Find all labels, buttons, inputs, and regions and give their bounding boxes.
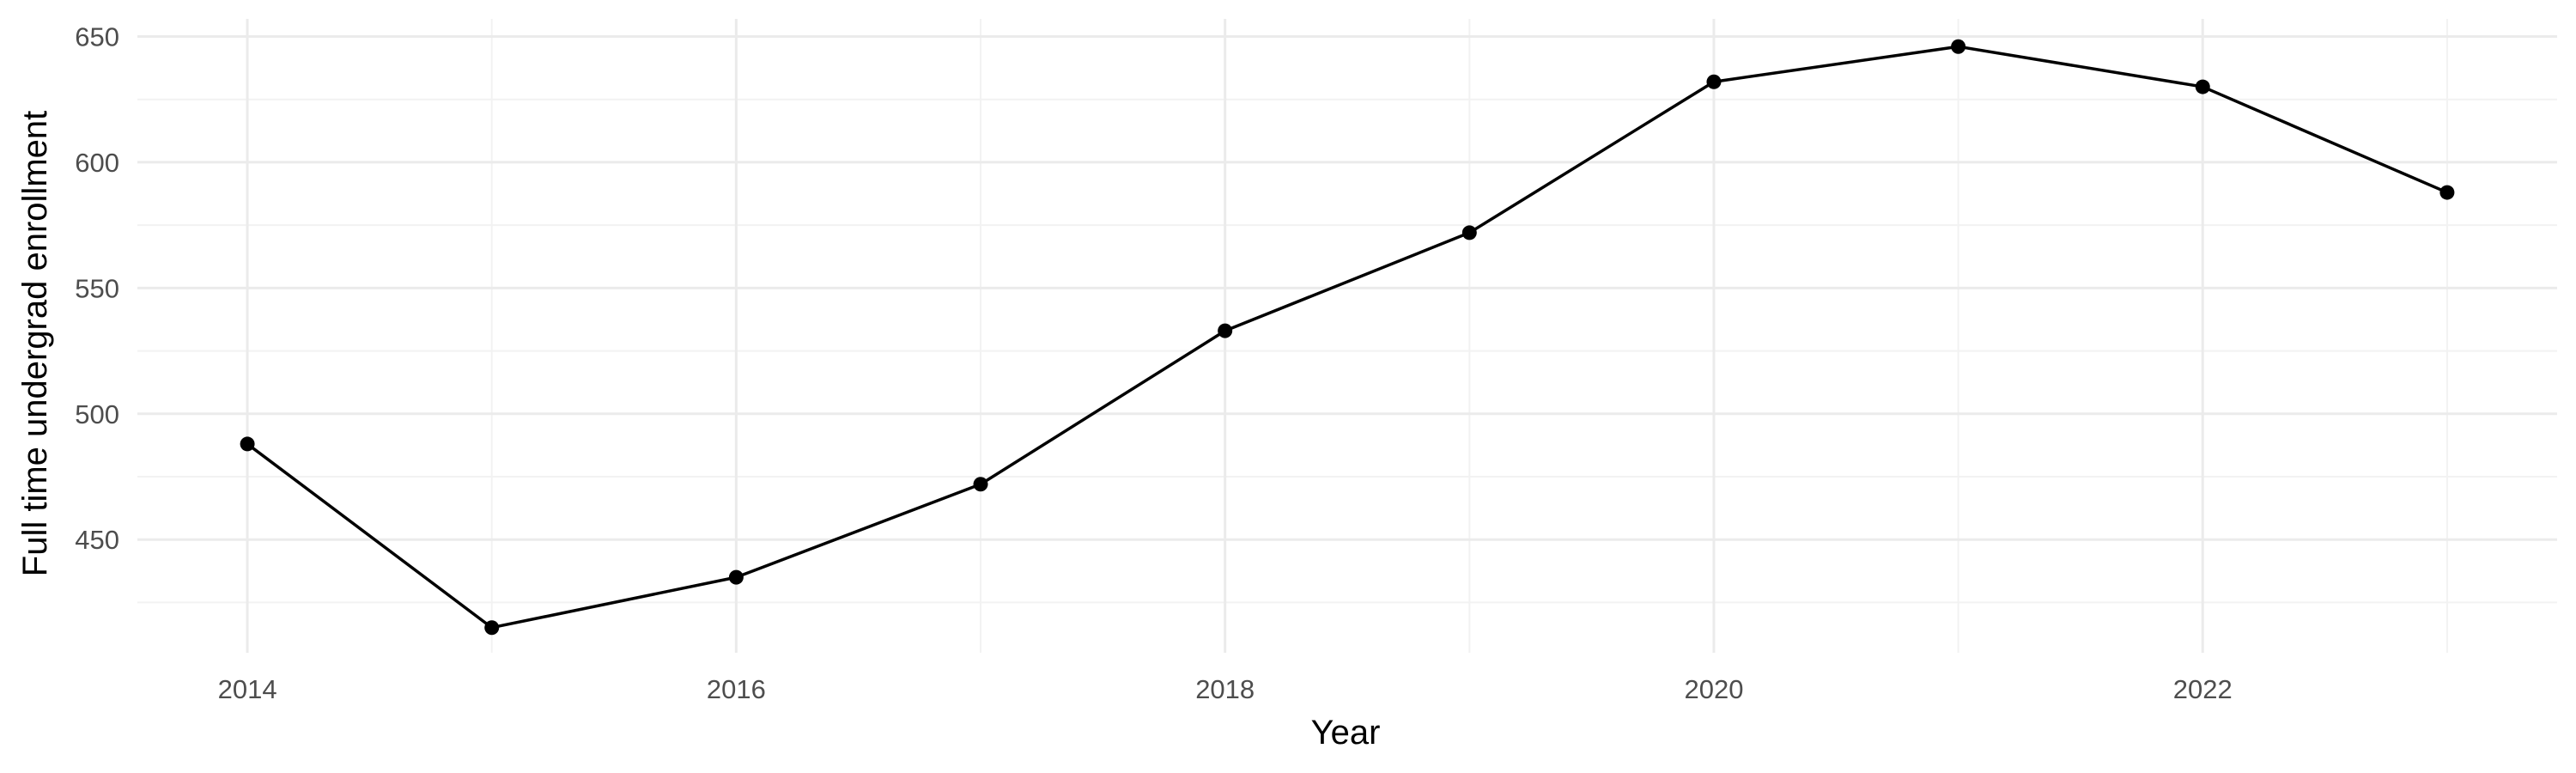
x-tick-label: 2020 bbox=[1684, 674, 1743, 704]
data-point bbox=[2195, 79, 2210, 94]
x-tick-label: 2014 bbox=[218, 674, 277, 704]
data-point bbox=[2439, 185, 2455, 200]
data-point bbox=[728, 569, 744, 585]
y-tick-label: 500 bbox=[75, 399, 119, 429]
y-tick-label: 450 bbox=[75, 525, 119, 555]
y-tick-label: 600 bbox=[75, 148, 119, 178]
x-tick-label: 2016 bbox=[707, 674, 766, 704]
data-point bbox=[1218, 323, 1233, 338]
y-axis-ticks: 450 500 550 600 650 bbox=[75, 22, 119, 556]
data-point bbox=[973, 477, 988, 492]
y-tick-label: 650 bbox=[75, 22, 119, 52]
series-layer bbox=[240, 39, 2455, 636]
grid-minor bbox=[137, 19, 2557, 653]
data-point bbox=[484, 620, 500, 636]
x-tick-label: 2018 bbox=[1195, 674, 1255, 704]
data-point bbox=[240, 436, 255, 452]
x-axis-ticks: 2014 2016 2018 2020 2022 bbox=[218, 674, 2233, 704]
data-point bbox=[1461, 225, 1477, 240]
data-point bbox=[1951, 39, 1966, 54]
y-axis-title: Full time undergrad enrollment bbox=[16, 111, 54, 576]
x-axis-title: Year bbox=[1311, 714, 1381, 752]
y-tick-label: 550 bbox=[75, 273, 119, 303]
x-tick-label: 2022 bbox=[2173, 674, 2233, 704]
grid-major bbox=[137, 19, 2557, 653]
data-point bbox=[1706, 74, 1722, 89]
series-line bbox=[246, 45, 2448, 630]
